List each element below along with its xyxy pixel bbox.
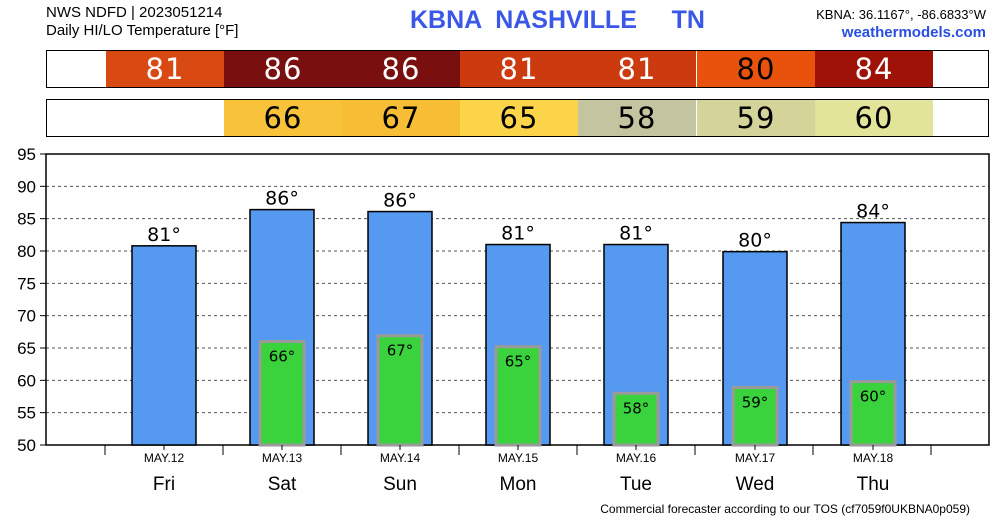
- high-temp-label: 84°: [856, 201, 890, 223]
- footer-note: Commercial forecaster according to our T…: [600, 502, 970, 516]
- low-temp-cell: 58: [578, 100, 696, 136]
- coordinates: KBNA: 36.1167°, -86.6833°W: [816, 7, 986, 22]
- low-temp-label: 60°: [860, 388, 887, 406]
- day-label: Tue: [620, 474, 652, 495]
- y-tick-label: 65: [17, 339, 36, 358]
- y-tick-label: 75: [17, 274, 36, 293]
- date-label: MAY.12: [144, 451, 185, 465]
- low-temp-label: 58°: [623, 399, 650, 417]
- high-temp-cell: 86: [224, 51, 342, 87]
- low-temp-label: 67°: [387, 342, 414, 360]
- low-temp-cell: 60: [815, 100, 933, 136]
- day-label: Fri: [153, 474, 175, 495]
- high-temp-label: 86°: [265, 188, 299, 210]
- high-temp-label: 81°: [147, 224, 181, 246]
- state-code: TN: [671, 6, 705, 34]
- high-temp-label: 81°: [619, 223, 653, 245]
- low-temp-cell: 59: [697, 100, 815, 136]
- high-temp-cell: 81: [460, 51, 578, 87]
- high-temp-cell: 86: [342, 51, 460, 87]
- y-tick-label: 85: [17, 210, 36, 229]
- date-label: MAY.14: [380, 451, 421, 465]
- location-title: KBNA NASHVILLE TN: [410, 6, 705, 35]
- high-temp-cell: 84: [815, 51, 933, 87]
- low-temp-label: 65°: [505, 353, 532, 371]
- low-temp-bar: [731, 385, 779, 447]
- station-id: KBNA: [410, 6, 482, 34]
- y-tick-label: 95: [17, 145, 36, 164]
- day-label: Mon: [500, 474, 537, 495]
- low-temp-bar: [612, 391, 660, 447]
- low-temp-strip: 66 67 65 58 59 60: [46, 99, 989, 137]
- high-temp-strip: 81 86 86 81 81 80 84: [46, 50, 989, 88]
- low-temp-bar: [849, 380, 897, 447]
- high-temp-cell: 81: [578, 51, 696, 87]
- low-temp-label: 66°: [269, 348, 296, 366]
- product-label: Daily HI/LO Temperature [°F]: [46, 22, 239, 39]
- day-label: Sun: [383, 474, 417, 495]
- date-label: MAY.17: [735, 451, 776, 465]
- low-temp-cell: 65: [460, 100, 578, 136]
- y-tick-label: 80: [17, 242, 36, 261]
- high-temp-cell: 81: [106, 51, 224, 87]
- date-label: MAY.16: [616, 451, 657, 465]
- high-temp-label: 81°: [501, 223, 535, 245]
- high-temp-label: 86°: [383, 190, 417, 212]
- day-label: Sat: [268, 474, 297, 495]
- low-temp-label: 59°: [742, 393, 769, 411]
- day-label: Wed: [736, 474, 775, 495]
- high-temp-label: 80°: [738, 230, 772, 252]
- day-label: Thu: [857, 474, 890, 495]
- y-tick-label: 90: [17, 177, 36, 196]
- y-tick-label: 60: [17, 371, 36, 390]
- date-label: MAY.13: [262, 451, 303, 465]
- date-label: MAY.15: [498, 451, 539, 465]
- low-temp-cell: 66: [224, 100, 342, 136]
- y-tick-label: 70: [17, 307, 36, 326]
- date-label: MAY.18: [853, 451, 894, 465]
- low-temp-bar: [258, 340, 306, 447]
- low-temp-cell: 67: [342, 100, 460, 136]
- y-tick-label: 50: [17, 436, 36, 455]
- site-link[interactable]: weathermodels.com: [841, 24, 986, 41]
- y-tick-label: 55: [17, 404, 36, 423]
- low-temp-cell: [106, 100, 224, 136]
- high-temp-cell: 80: [697, 51, 815, 87]
- model-run-label: NWS NDFD | 2023051214: [46, 4, 223, 21]
- low-temp-bar: [494, 345, 542, 447]
- header-right: KBNA: 36.1167°, -86.6833°W weathermodels…: [816, 6, 986, 42]
- city-name: NASHVILLE: [495, 6, 637, 34]
- header-info: NWS NDFD | 2023051214 Daily HI/LO Temper…: [46, 4, 238, 40]
- high-temp-bar: [131, 245, 197, 446]
